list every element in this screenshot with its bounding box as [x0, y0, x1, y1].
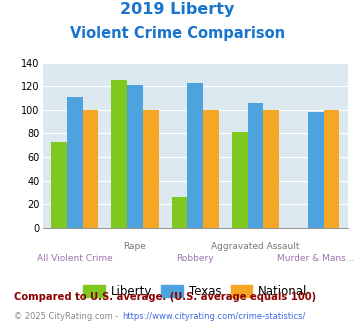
Bar: [67, 97, 83, 228]
Text: Rape: Rape: [124, 242, 147, 250]
Bar: [308, 112, 323, 228]
Text: Murder & Mans...: Murder & Mans...: [277, 254, 354, 263]
Bar: [51, 142, 67, 228]
Bar: [203, 110, 219, 228]
Text: Aggravated Assault: Aggravated Assault: [211, 242, 300, 250]
Bar: [83, 110, 98, 228]
Bar: [127, 85, 143, 228]
Bar: [143, 110, 159, 228]
Bar: [232, 132, 247, 228]
Text: Compared to U.S. average. (U.S. average equals 100): Compared to U.S. average. (U.S. average …: [14, 292, 316, 302]
Text: 2019 Liberty: 2019 Liberty: [120, 2, 235, 16]
Text: Violent Crime Comparison: Violent Crime Comparison: [70, 26, 285, 41]
Legend: Liberty, Texas, National: Liberty, Texas, National: [79, 280, 312, 302]
Bar: [171, 197, 187, 228]
Bar: [247, 103, 263, 228]
Text: Robbery: Robbery: [176, 254, 214, 263]
Bar: [187, 83, 203, 228]
Bar: [111, 81, 127, 228]
Text: https://www.cityrating.com/crime-statistics/: https://www.cityrating.com/crime-statist…: [122, 312, 306, 321]
Bar: [263, 110, 279, 228]
Text: All Violent Crime: All Violent Crime: [37, 254, 113, 263]
Text: © 2025 CityRating.com -: © 2025 CityRating.com -: [14, 312, 121, 321]
Bar: [323, 110, 339, 228]
